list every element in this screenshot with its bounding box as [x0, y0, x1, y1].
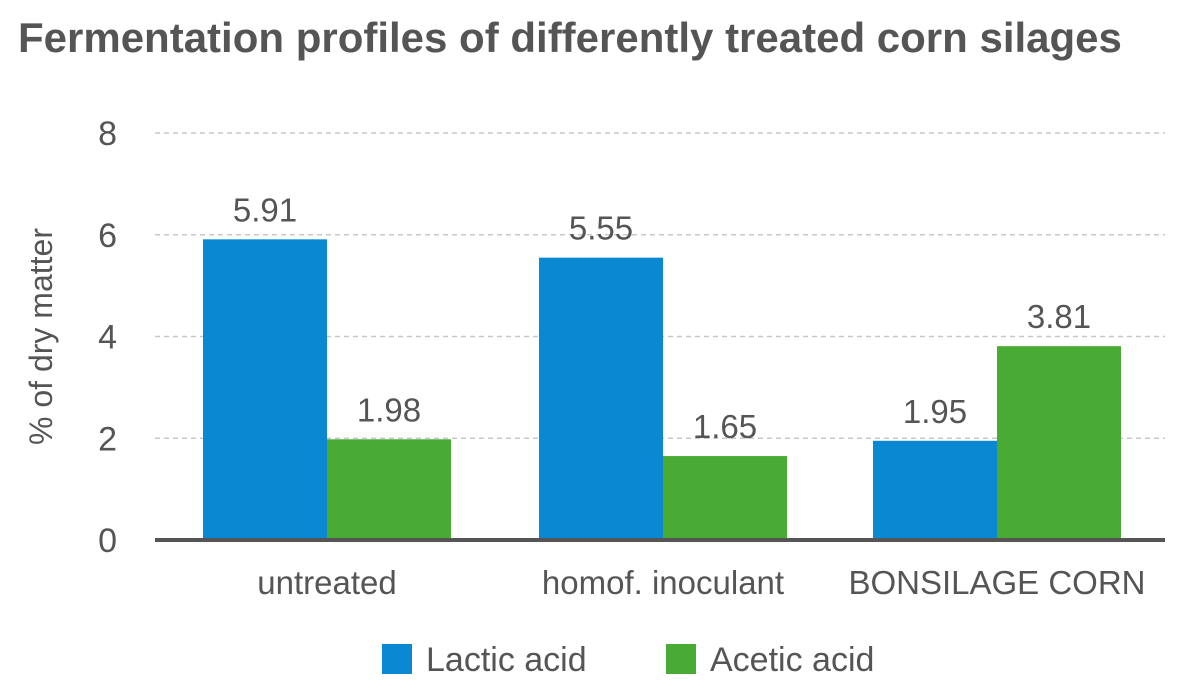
bar: [997, 346, 1121, 540]
bar: [663, 456, 787, 540]
bar: [327, 439, 451, 540]
legend-label: Lactic acid: [426, 641, 587, 679]
data-label: 1.65: [693, 408, 757, 445]
y-tick-label: 4: [98, 319, 117, 357]
chart-title: Fermentation profiles of differently tre…: [18, 14, 1122, 61]
data-label: 5.91: [233, 191, 297, 228]
y-axis-label: % of dry matter: [23, 228, 59, 445]
category-label: BONSILAGE CORN: [848, 564, 1145, 601]
y-tick-label: 6: [98, 217, 117, 255]
legend-label: Acetic acid: [710, 641, 874, 679]
y-tick-label: 8: [98, 115, 117, 153]
data-label: 3.81: [1027, 298, 1091, 335]
category-label: untreated: [257, 564, 396, 601]
bar: [873, 440, 997, 540]
y-tick-label: 0: [98, 522, 117, 560]
legend-swatch: [382, 644, 412, 674]
bar: [203, 239, 327, 541]
data-label: 1.98: [357, 391, 421, 428]
category-label: homof. inoculant: [542, 564, 784, 601]
y-tick-label: 2: [98, 420, 117, 458]
bar: [539, 257, 663, 540]
data-label: 5.55: [569, 210, 633, 247]
legend-swatch: [666, 644, 696, 674]
data-label: 1.95: [903, 393, 967, 430]
